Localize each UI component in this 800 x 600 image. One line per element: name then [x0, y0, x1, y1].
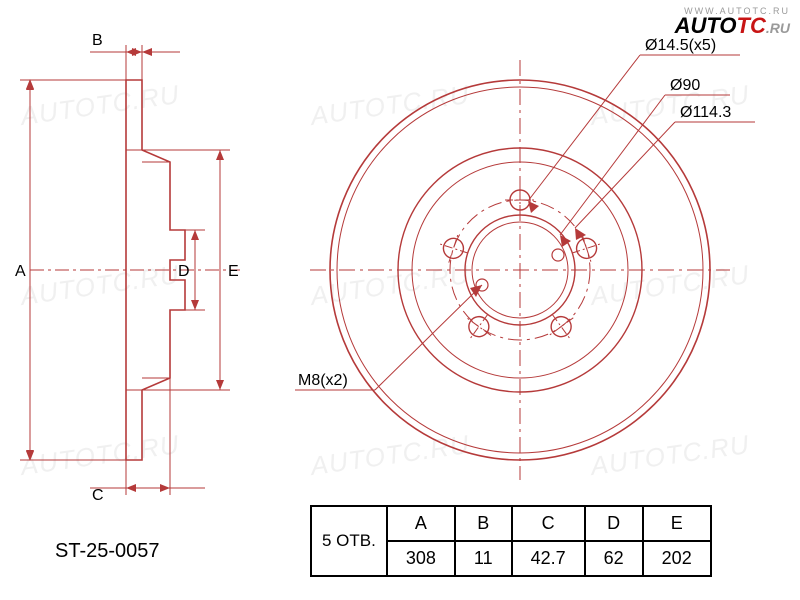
spec-table: 5 ОТВ. A B C D E 308 11 42.7 62 202 [310, 505, 712, 577]
spec-val-B: 11 [455, 541, 512, 576]
spec-col-A: A [387, 506, 455, 541]
dim-E: E [228, 263, 239, 280]
spec-col-C: C [512, 506, 585, 541]
side-view: A E D B [15, 32, 240, 504]
spec-val-D: 62 [585, 541, 643, 576]
dim-D: D [178, 263, 190, 280]
callout-m8: M8(x2) [298, 372, 348, 389]
dim-C: C [92, 487, 104, 504]
part-number: ST-25-0057 [55, 540, 160, 563]
front-view: Ø14.5(x5) Ø90 Ø114.3 M8(x2) [295, 37, 755, 480]
callout-bolt-hole: Ø14.5(x5) [645, 37, 716, 54]
spec-col-E: E [643, 506, 711, 541]
callout-center-bore: Ø90 [670, 77, 700, 94]
spec-val-C: 42.7 [512, 541, 585, 576]
callout-pcd: Ø114.3 [680, 104, 731, 121]
spec-col-B: B [455, 506, 512, 541]
dim-B: B [92, 32, 103, 49]
logo: WWW.AUTOTC.RU AUTOTC.RU [675, 6, 790, 38]
spec-val-E: 202 [643, 541, 711, 576]
holes-label: 5 ОТВ. [311, 506, 387, 576]
dim-A: A [15, 263, 26, 280]
spec-col-D: D [585, 506, 643, 541]
spec-val-A: 308 [387, 541, 455, 576]
drawing-canvas: AUTOTC.RU AUTOTC.RU AUTOTC.RU AUTOTC.RU … [0, 0, 800, 600]
